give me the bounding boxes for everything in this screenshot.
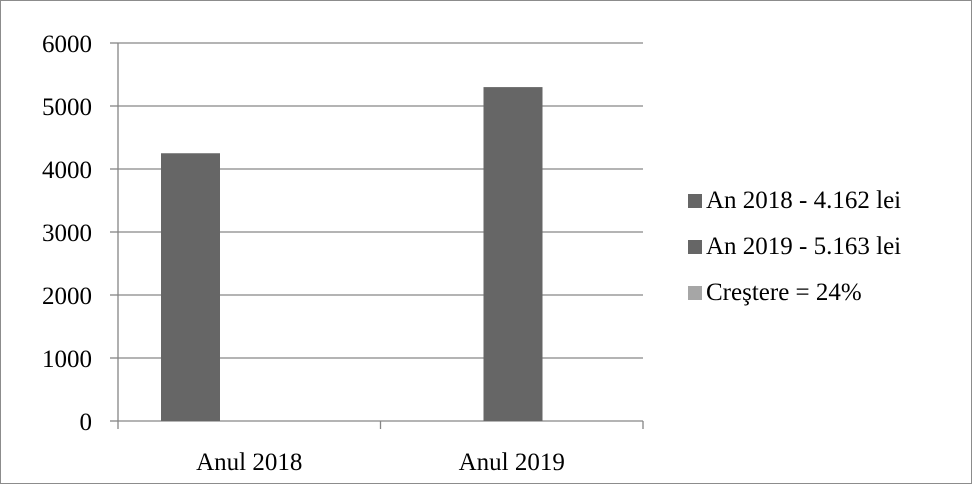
legend-item-2019: An 2019 - 5.163 lei — [688, 230, 901, 264]
y-tick-label: 1000 — [42, 346, 92, 373]
y-tick-label: 0 — [80, 409, 93, 436]
legend-item-growth: Creştere = 24% — [688, 276, 862, 310]
y-tick-label: 4000 — [42, 157, 92, 184]
legend-label-2018: An 2018 - 4.162 lei — [706, 187, 902, 214]
x-tick-label: Anul 2019 — [459, 449, 565, 476]
bar-2018 — [161, 153, 220, 421]
y-tick-label: 2000 — [42, 283, 92, 310]
legend-label-2019: An 2019 - 5.163 lei — [706, 233, 902, 260]
axes — [110, 42, 644, 429]
y-tick-label: 6000 — [42, 31, 92, 58]
y-tick-label: 3000 — [42, 220, 92, 247]
bars — [161, 87, 543, 421]
legend-swatch-2018 — [688, 194, 702, 208]
legend-swatch-2019 — [688, 240, 702, 254]
x-tick-label: Anul 2018 — [196, 449, 302, 476]
y-tick-label: 5000 — [42, 94, 92, 121]
legend-swatch-growth — [688, 286, 702, 300]
tick-labels: 0 1000 2000 3000 4000 5000 6000 Anul 2018 Anul 2… — [42, 31, 565, 476]
legend-item-2018: An 2018 - 4.162 lei — [688, 184, 901, 218]
bar-2019 — [483, 87, 543, 421]
legend-label-growth: Creştere = 24% — [706, 279, 862, 306]
